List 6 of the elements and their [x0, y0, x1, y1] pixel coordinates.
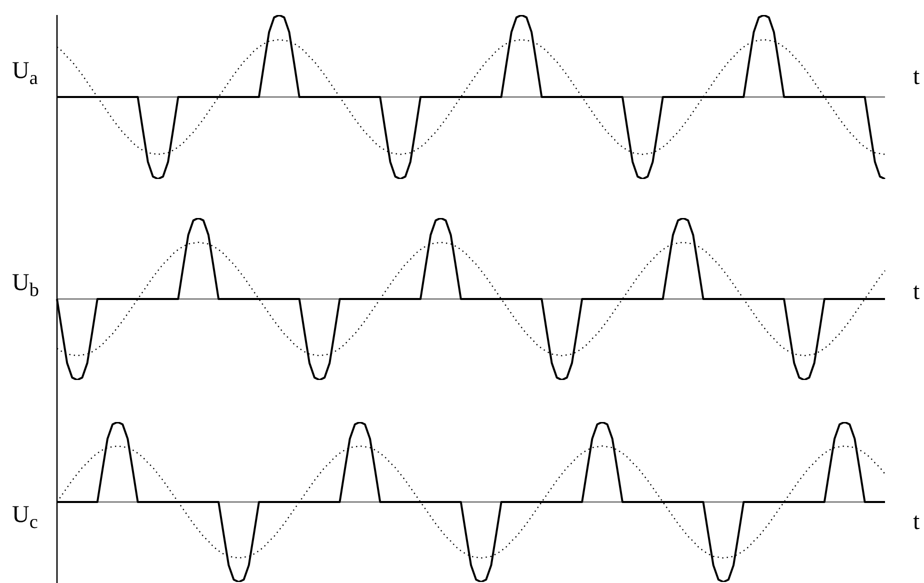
y-axis-title: U$_{b}$: [12, 270, 39, 301]
x-axis-title: t: [913, 279, 920, 305]
y-axis-title: U$_{a}$: [12, 58, 38, 89]
y-axis-title: U$_{c}$: [12, 502, 38, 533]
x-axis-title: t: [913, 64, 920, 90]
x-axis-title: t: [913, 509, 920, 535]
